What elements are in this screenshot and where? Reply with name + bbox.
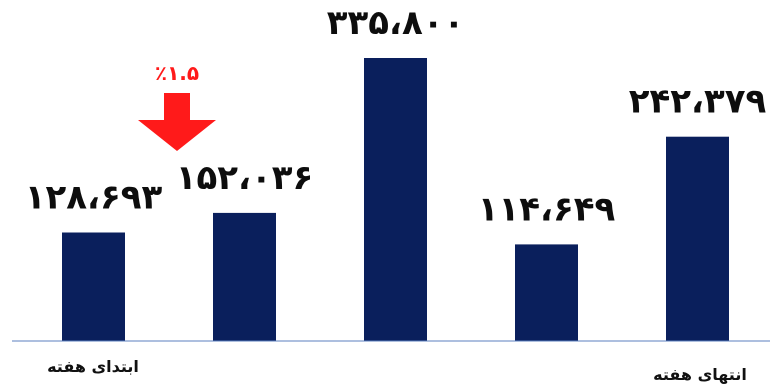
bar-1 xyxy=(62,232,125,341)
bar-5 xyxy=(666,136,729,341)
data-label-1: ۱۲۸،۶۹۳ xyxy=(25,178,163,218)
data-label-2: ۱۵۲،۰۳۶ xyxy=(176,158,313,198)
data-label-5: ۲۴۲،۳۷۹ xyxy=(629,82,767,122)
data-label-3: ۳۳۵،۸۰۰ xyxy=(327,3,464,43)
bar-3 xyxy=(364,58,427,341)
change-percent-label: ٪۱.۵ xyxy=(155,61,199,85)
change-annotation: ٪۱.۵ xyxy=(138,61,216,151)
data-label-4: ۱۱۴،۶۴۹ xyxy=(478,189,616,229)
category-label-end: انتهای هفته xyxy=(653,365,747,384)
bars-group xyxy=(62,58,729,341)
category-label-start: ابتدای هفته xyxy=(47,357,139,376)
bar-4 xyxy=(515,244,578,341)
bar-2 xyxy=(213,212,276,341)
down-arrow-icon xyxy=(138,93,216,151)
value-labels-group: ۱۲۸،۶۹۳ ۱۵۲،۰۳۶ ۳۳۵،۸۰۰ ۱۱۴،۶۴۹ ۲۴۲،۳۷۹ xyxy=(25,3,767,229)
